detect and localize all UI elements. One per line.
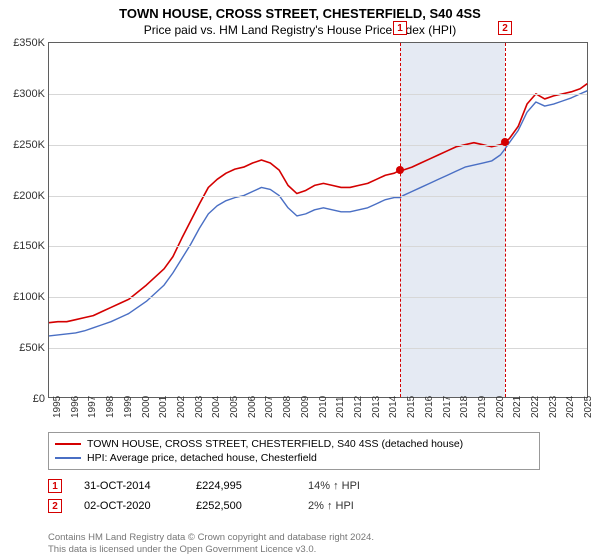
plot-region: £0£50K£100K£150K£200K£250K£300K£350K1995… bbox=[48, 42, 588, 398]
event-index-box: 1 bbox=[48, 479, 62, 493]
event-date: 31-OCT-2014 bbox=[84, 480, 174, 492]
chart-svg bbox=[49, 43, 589, 399]
event-marker-box: 1 bbox=[393, 21, 407, 35]
x-tick-label: 2006 bbox=[247, 396, 258, 418]
footer-line2: This data is licensed under the Open Gov… bbox=[48, 544, 568, 556]
x-tick-label: 2018 bbox=[459, 396, 470, 418]
footer-line1: Contains HM Land Registry data © Crown c… bbox=[48, 532, 568, 544]
x-tick-label: 2012 bbox=[353, 396, 364, 418]
event-marker-box: 2 bbox=[498, 21, 512, 35]
x-tick-label: 2010 bbox=[318, 396, 329, 418]
event-dot bbox=[501, 138, 509, 146]
x-tick-label: 1996 bbox=[70, 396, 81, 418]
event-price: £224,995 bbox=[196, 480, 286, 492]
y-tick-label: £300K bbox=[3, 88, 45, 100]
x-tick-label: 2004 bbox=[211, 396, 222, 418]
x-tick-label: 2009 bbox=[300, 396, 311, 418]
x-tick-label: 2002 bbox=[176, 396, 187, 418]
x-tick-label: 2007 bbox=[264, 396, 275, 418]
x-tick-label: 1995 bbox=[52, 396, 63, 418]
y-tick-label: £100K bbox=[3, 291, 45, 303]
legend-box: TOWN HOUSE, CROSS STREET, CHESTERFIELD, … bbox=[48, 432, 540, 470]
legend-swatch bbox=[55, 443, 81, 445]
x-tick-label: 2017 bbox=[442, 396, 453, 418]
y-tick-label: £350K bbox=[3, 37, 45, 49]
gridline-h bbox=[49, 297, 587, 298]
legend-row: TOWN HOUSE, CROSS STREET, CHESTERFIELD, … bbox=[55, 437, 533, 451]
x-tick-label: 2019 bbox=[477, 396, 488, 418]
x-tick-label: 2022 bbox=[530, 396, 541, 418]
y-tick-label: £50K bbox=[3, 342, 45, 354]
y-tick-label: £150K bbox=[3, 240, 45, 252]
x-tick-label: 2024 bbox=[565, 396, 576, 418]
x-tick-label: 2011 bbox=[335, 396, 346, 418]
event-vline bbox=[505, 43, 506, 397]
x-tick-label: 2015 bbox=[406, 396, 417, 418]
x-tick-label: 1997 bbox=[87, 396, 98, 418]
gridline-h bbox=[49, 348, 587, 349]
x-tick-label: 2005 bbox=[229, 396, 240, 418]
x-tick-label: 2001 bbox=[158, 396, 169, 418]
event-row: 2 02-OCT-2020 £252,500 2% ↑ HPI bbox=[48, 496, 548, 516]
event-date: 02-OCT-2020 bbox=[84, 500, 174, 512]
x-tick-label: 2016 bbox=[424, 396, 435, 418]
y-tick-label: £250K bbox=[3, 139, 45, 151]
x-tick-label: 2014 bbox=[388, 396, 399, 418]
legend-swatch bbox=[55, 457, 81, 459]
event-delta: 14% ↑ HPI bbox=[308, 480, 360, 492]
chart-title: TOWN HOUSE, CROSS STREET, CHESTERFIELD, … bbox=[0, 0, 600, 21]
event-vline bbox=[400, 43, 401, 397]
legend-label: HPI: Average price, detached house, Ches… bbox=[87, 452, 317, 464]
gridline-h bbox=[49, 246, 587, 247]
legend-row: HPI: Average price, detached house, Ches… bbox=[55, 451, 533, 465]
x-tick-label: 1998 bbox=[105, 396, 116, 418]
x-tick-label: 2013 bbox=[371, 396, 382, 418]
x-tick-label: 2023 bbox=[548, 396, 559, 418]
footer-text: Contains HM Land Registry data © Crown c… bbox=[48, 532, 568, 556]
x-tick-label: 2000 bbox=[141, 396, 152, 418]
gridline-h bbox=[49, 196, 587, 197]
event-dot bbox=[396, 166, 404, 174]
gridline-h bbox=[49, 94, 587, 95]
x-tick-label: 2003 bbox=[194, 396, 205, 418]
event-price: £252,500 bbox=[196, 500, 286, 512]
legend-label: TOWN HOUSE, CROSS STREET, CHESTERFIELD, … bbox=[87, 438, 463, 450]
event-delta: 2% ↑ HPI bbox=[308, 500, 354, 512]
x-tick-label: 2025 bbox=[583, 396, 594, 418]
event-row: 1 31-OCT-2014 £224,995 14% ↑ HPI bbox=[48, 476, 548, 496]
event-index-box: 2 bbox=[48, 499, 62, 513]
x-tick-label: 2020 bbox=[495, 396, 506, 418]
x-tick-label: 2008 bbox=[282, 396, 293, 418]
y-tick-label: £200K bbox=[3, 190, 45, 202]
events-table: 1 31-OCT-2014 £224,995 14% ↑ HPI 2 02-OCT-202… bbox=[48, 476, 548, 516]
series-line bbox=[49, 84, 587, 323]
chart-area: £0£50K£100K£150K£200K£250K£300K£350K1995… bbox=[48, 42, 588, 398]
x-tick-label: 1999 bbox=[123, 396, 134, 418]
x-tick-label: 2021 bbox=[512, 396, 523, 418]
y-tick-label: £0 bbox=[3, 393, 45, 405]
